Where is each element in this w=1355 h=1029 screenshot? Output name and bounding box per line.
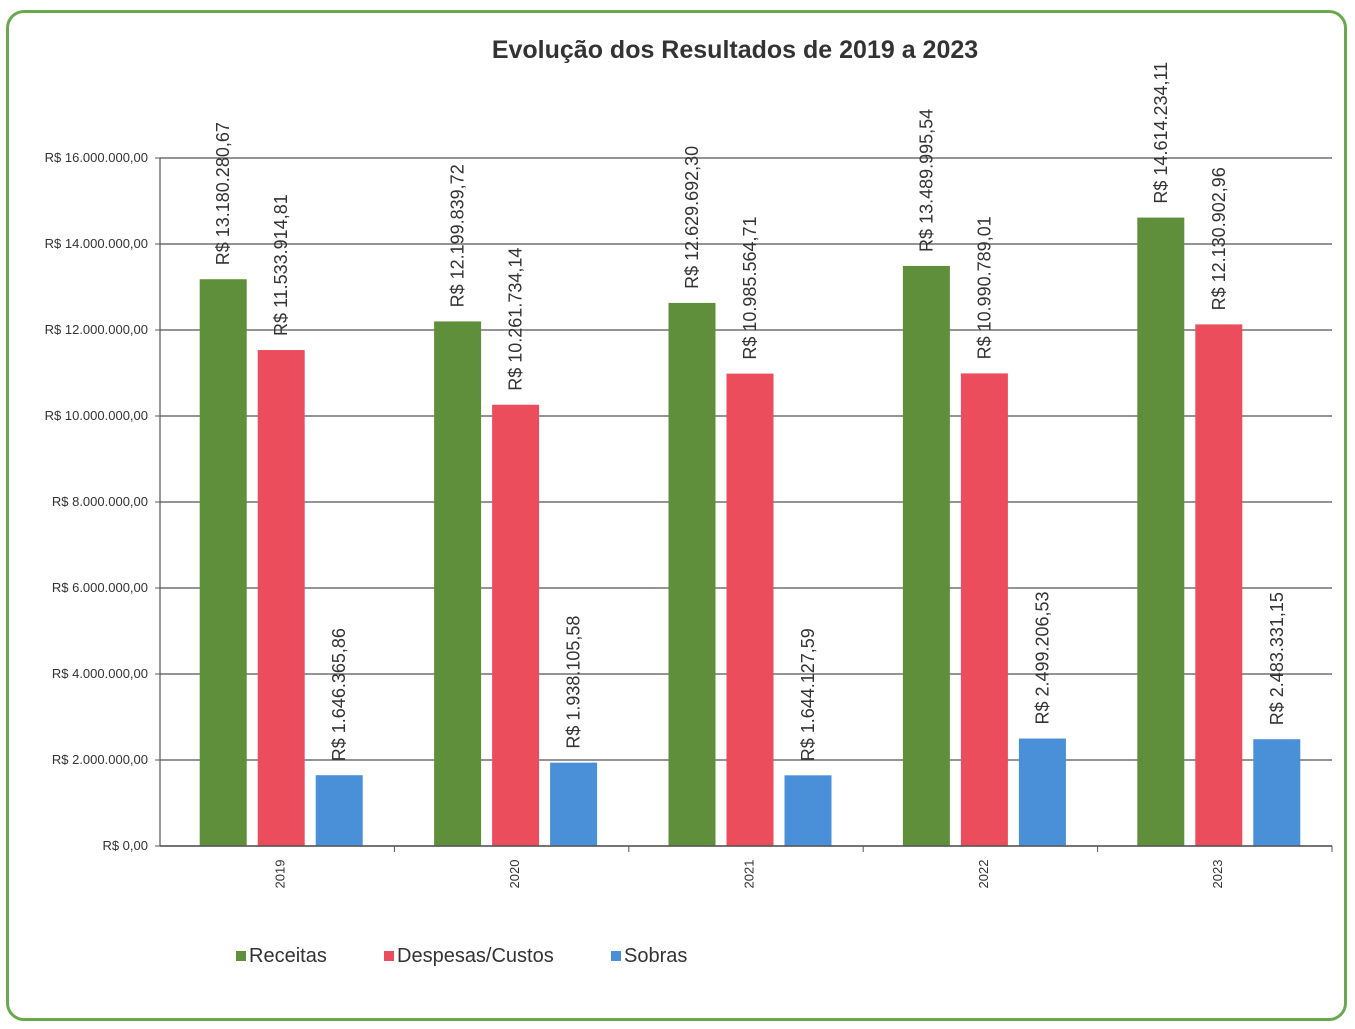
y-tick-label: R$ 14.000.000,00	[45, 236, 148, 251]
x-tick-label: 2023	[1210, 860, 1225, 889]
chart-title: Evolução dos Resultados de 2019 a 2023	[492, 36, 978, 64]
legend: Receitas Despesas/Custos Sobras	[236, 945, 687, 967]
data-label: R$ 12.199.839,72	[448, 164, 468, 307]
y-tick-label: R$ 6.000.000,00	[52, 580, 148, 595]
bar	[784, 775, 832, 846]
data-label: R$ 13.180.280,67	[213, 122, 233, 265]
bar	[315, 775, 363, 846]
bar	[960, 373, 1008, 846]
data-label: R$ 1.644.127,59	[798, 628, 818, 761]
x-tick-label: 2021	[741, 860, 756, 889]
y-tick-label: R$ 12.000.000,00	[45, 322, 148, 337]
data-label: R$ 14.614.234,11	[1151, 62, 1171, 204]
bar	[434, 321, 482, 847]
y-tick-label: R$ 2.000.000,00	[52, 752, 148, 767]
bar	[1253, 739, 1301, 846]
data-label: R$ 11.533.914,81	[271, 194, 291, 336]
bar	[902, 265, 950, 847]
bar	[726, 373, 774, 846]
bar	[1018, 738, 1066, 846]
data-label: R$ 2.483.331,15	[1267, 592, 1287, 725]
data-labels-layer: R$ 13.180.280,67 R$ 11.533.914,81 R$ 1.646…	[213, 62, 1287, 762]
bar	[668, 302, 716, 846]
y-tick-label: R$ 8.000.000,00	[52, 494, 148, 509]
data-label: R$ 10.990.789,01	[974, 216, 994, 359]
legend-label: Receitas	[249, 945, 327, 967]
legend-swatch	[384, 951, 394, 961]
y-tick-label: R$ 16.000.000,00	[45, 150, 148, 165]
bar	[1137, 217, 1185, 846]
bar	[199, 279, 247, 846]
legend-label: Sobras	[624, 945, 687, 967]
data-label: R$ 1.646.365,86	[329, 628, 349, 761]
y-tick-label: R$ 10.000.000,00	[45, 408, 148, 423]
legend-swatch	[236, 951, 246, 961]
data-label: R$ 12.629.692,30	[682, 146, 702, 289]
bars-layer	[199, 217, 1301, 847]
y-tick-label: R$ 0,00	[102, 838, 148, 853]
data-label: R$ 12.130.902,96	[1209, 167, 1229, 310]
data-label: R$ 10.261.734,14	[506, 248, 526, 391]
x-tick-label: 2019	[273, 860, 288, 889]
data-label: R$ 2.499.206,53	[1032, 591, 1052, 724]
data-label: R$ 1.938.105,58	[564, 616, 584, 749]
bar	[257, 350, 305, 846]
x-tick-label: 2022	[976, 860, 991, 889]
bar	[550, 762, 598, 846]
data-label: R$ 10.985.564,71	[740, 216, 760, 359]
data-label: R$ 13.489.995,54	[916, 109, 936, 252]
axis-layer: R$ 0,00 R$ 2.000.000,00 R$ 4.000.000,00 R$ …	[45, 150, 1333, 889]
y-tick-label: R$ 4.000.000,00	[52, 666, 148, 681]
legend-label: Despesas/Custos	[397, 945, 554, 967]
legend-swatch	[611, 951, 621, 961]
bar	[1195, 324, 1243, 846]
x-tick-label: 2020	[507, 860, 522, 889]
bar	[492, 404, 540, 846]
